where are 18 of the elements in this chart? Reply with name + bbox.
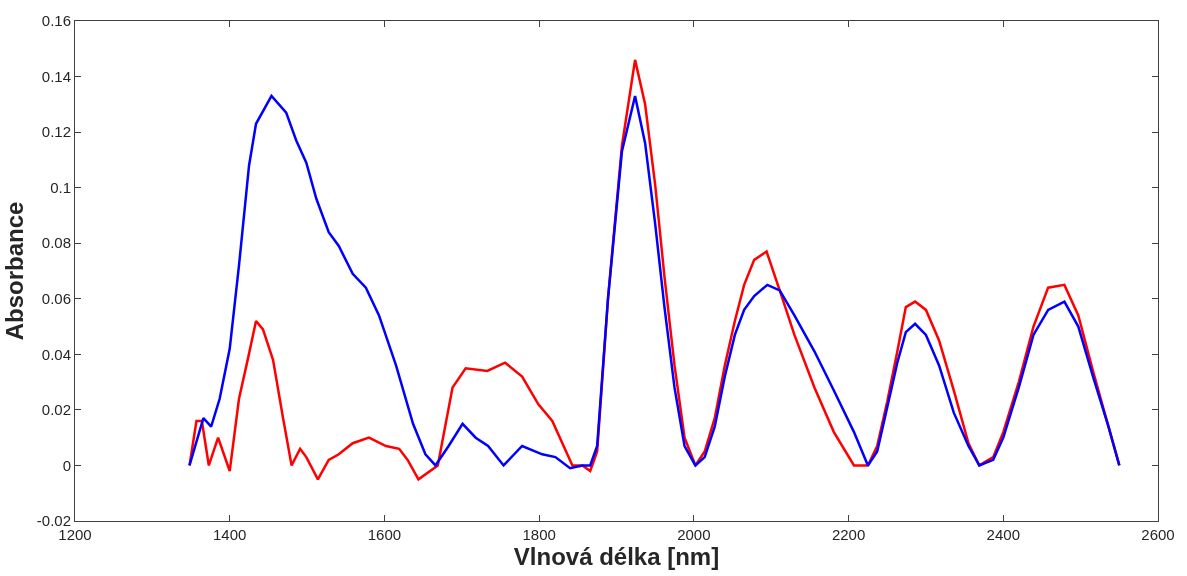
x-tick-label: 2200 [831,526,866,543]
x-tick-label: 1800 [522,526,556,543]
x-axis-title: Vlnová délka [nm] [513,543,720,570]
y-tick-label: 0.1 [50,178,71,196]
y-axis-title: Absorbance [0,201,28,341]
y-tick-label: 0.12 [41,123,71,141]
y-tick-label: 0.04 [41,345,71,363]
y-tick-label: 0.14 [41,67,71,85]
y-tick-label: 0 [62,456,71,474]
x-tick-label: 1400 [213,526,247,543]
y-tick-label: 0.08 [41,234,71,252]
y-tick-label: 0.06 [41,290,71,308]
x-tick-label: 2000 [677,526,711,543]
y-tick-label: 0.16 [41,12,71,30]
x-tick-label: 2400 [986,526,1020,543]
y-tick-label: 0.02 [41,401,71,419]
x-tick-label: 2600 [1141,526,1175,543]
x-tick-label: 1600 [367,526,402,543]
